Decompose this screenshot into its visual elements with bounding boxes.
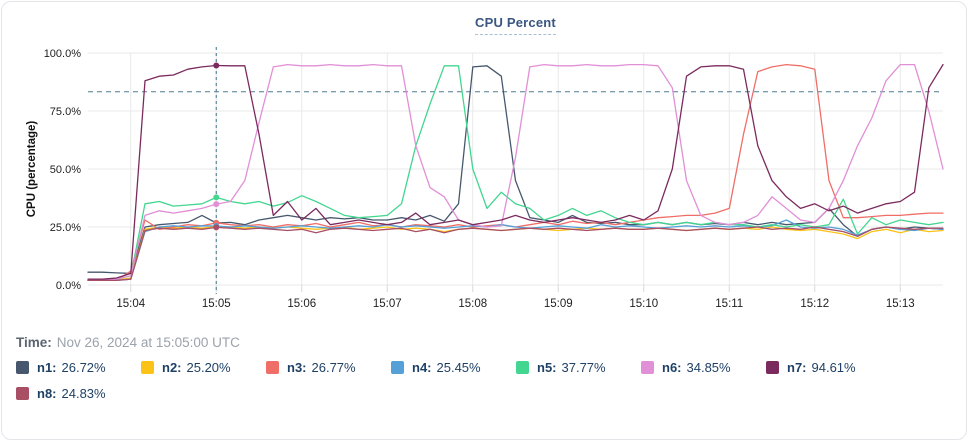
series-line-n7[interactable] <box>87 63 944 280</box>
legend-swatch-n8 <box>16 387 29 400</box>
legend-series-name: n8: <box>37 386 57 401</box>
legend-swatch-n5 <box>516 361 529 374</box>
time-value: Nov 26, 2024 at 15:05:00 UTC <box>56 335 240 350</box>
series-line-n4[interactable] <box>87 219 944 282</box>
legend-series-name: n3: <box>287 360 307 375</box>
x-tick-label: 15:10 <box>629 298 658 310</box>
legend-swatch-n7 <box>766 361 779 374</box>
y-tick-label: 25.0% <box>50 222 81 234</box>
legend-item-n7[interactable]: n7: 94.61% <box>766 360 891 375</box>
crosshair-dot-n5 <box>213 194 220 201</box>
x-tick-label: 15:08 <box>458 298 487 310</box>
legend-series-value: 25.20% <box>186 360 231 375</box>
x-tick-label: 15:13 <box>886 298 915 310</box>
legend-series-name: n7: <box>787 360 807 375</box>
chart-header: CPU Percent <box>88 14 943 35</box>
chart-area: 0.0% 25.0% 50.0% 75.0% 100.0% 15:04 15:05 15:06… <box>2 37 967 327</box>
legend-swatch-n2 <box>141 361 154 374</box>
x-tick-label: 15:05 <box>202 298 231 310</box>
legend-item-n1[interactable]: n1: 26.72% <box>16 360 141 375</box>
legend-swatch-n3 <box>266 361 279 374</box>
x-tick-label: 15:04 <box>116 298 145 310</box>
legend-series-value: 34.85% <box>686 360 731 375</box>
cpu-chart-svg[interactable]: 0.0% 25.0% 50.0% 75.0% 100.0% 15:04 15:05 15:06… <box>2 37 967 327</box>
legend-swatch-n1 <box>16 361 29 374</box>
series-line-n6[interactable] <box>87 63 944 282</box>
legend-series-value: 24.83% <box>61 386 106 401</box>
legend-item-n3[interactable]: n3: 26.77% <box>266 360 391 375</box>
x-tick-label: 15:07 <box>373 298 402 310</box>
y-axis-title: CPU (percentage) <box>26 120 38 218</box>
time-label: Time: <box>16 335 52 350</box>
x-tick-label: 15:09 <box>544 298 573 310</box>
legend-series-name: n2: <box>162 360 182 375</box>
legend-swatch-n4 <box>391 361 404 374</box>
crosshair-dot-n7 <box>213 62 220 69</box>
legend-item-n6[interactable]: n6: 34.85% <box>641 360 766 375</box>
legend-item-n5[interactable]: n5: 37.77% <box>516 360 641 375</box>
legend-series-value: 26.72% <box>61 360 106 375</box>
legend-series-value: 94.61% <box>811 360 856 375</box>
time-row: Time: Nov 26, 2024 at 15:05:00 UTC <box>16 335 966 350</box>
legend-series-value: 26.77% <box>311 360 356 375</box>
y-tick-label: 50.0% <box>50 164 81 176</box>
crosshair-dot-n6 <box>213 201 220 208</box>
crosshair-dot-n8 <box>213 224 220 231</box>
y-tick-label: 75.0% <box>50 106 81 118</box>
x-tick-label: 15:12 <box>800 298 829 310</box>
series-line-n8[interactable] <box>87 226 944 282</box>
legend-swatch-n6 <box>641 361 654 374</box>
legend-series-name: n6: <box>662 360 682 375</box>
legend-series-name: n5: <box>537 360 557 375</box>
legend-series-name: n1: <box>37 360 57 375</box>
y-tick-label: 0.0% <box>56 280 81 292</box>
legend-item-n4[interactable]: n4: 25.45% <box>391 360 516 375</box>
chart-title: CPU Percent <box>475 15 556 35</box>
legend: n1: 26.72% n2: 25.20% n3: 26.77% n4: 25.45% n5: 3… <box>16 360 956 401</box>
x-tick-label: 15:06 <box>287 298 316 310</box>
series-line-n1[interactable] <box>87 65 944 275</box>
y-tick-label: 100.0% <box>44 48 82 60</box>
legend-series-name: n4: <box>412 360 432 375</box>
legend-item-n2[interactable]: n2: 25.20% <box>141 360 266 375</box>
legend-series-value: 37.77% <box>561 360 606 375</box>
legend-series-value: 25.45% <box>436 360 481 375</box>
x-tick-label: 15:11 <box>715 298 743 310</box>
legend-item-n8[interactable]: n8: 24.83% <box>16 386 141 401</box>
